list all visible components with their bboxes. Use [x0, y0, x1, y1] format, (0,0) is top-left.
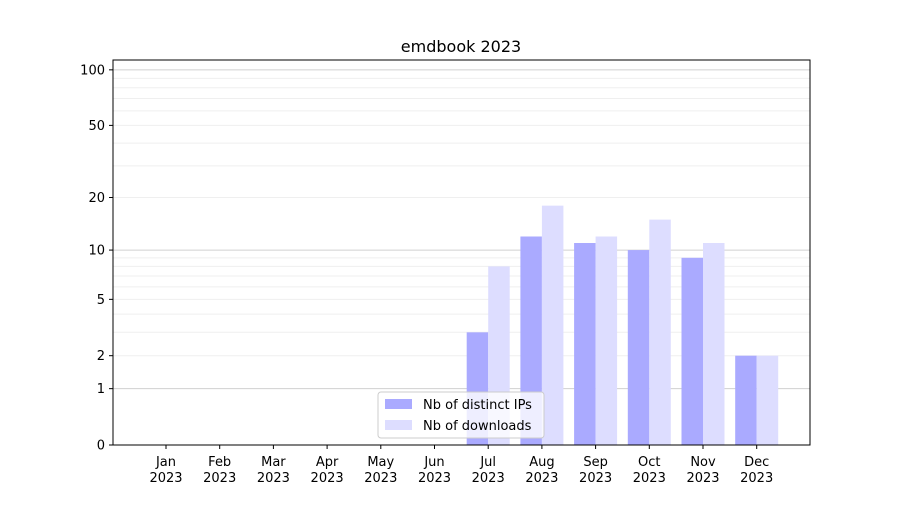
chart-title: emdbook 2023	[401, 37, 521, 56]
x-tick-label: May 2023	[364, 455, 397, 486]
bar-downloads	[703, 243, 725, 445]
x-tick-label: Apr 2023	[311, 455, 344, 486]
legend-label: Nb of distinct IPs	[423, 398, 532, 413]
bar-distinct-ips	[735, 355, 757, 445]
x-tick-label: Jan 2023	[149, 455, 182, 486]
y-tick-label: 50	[88, 119, 105, 134]
x-tick-label: Sep 2023	[579, 455, 612, 486]
y-tick-label: 0	[97, 439, 105, 454]
bar-downloads	[541, 205, 564, 445]
y-tick-label: 100	[80, 63, 105, 78]
bar-downloads	[595, 236, 618, 445]
plot-frame	[112, 59, 811, 446]
x-tick-label: Feb 2023	[203, 455, 236, 486]
bar-distinct-ips	[681, 257, 703, 445]
x-tick-label: Aug 2023	[525, 455, 558, 486]
y-tick-label: 2	[97, 349, 105, 364]
legend-swatch	[385, 420, 412, 430]
bar-downloads	[756, 355, 779, 445]
x-tick-label: Nov 2023	[686, 455, 719, 486]
x-tick-label: Jul 2023	[472, 455, 505, 486]
x-tick-label: Dec 2023	[740, 455, 773, 486]
y-tick-label: 1	[97, 382, 105, 397]
legend-label: Nb of downloads	[423, 419, 532, 434]
x-tick-label: Oct 2023	[633, 455, 666, 486]
y-tick-label: 20	[88, 191, 105, 206]
legend-box	[377, 391, 545, 439]
legend-swatch	[385, 399, 412, 409]
bar-distinct-ips	[627, 250, 650, 445]
bar-distinct-ips	[574, 243, 596, 445]
y-tick-label: 10	[88, 244, 105, 259]
y-tick-label: 5	[97, 293, 105, 308]
x-tick-label: Jun 2023	[418, 455, 451, 486]
bar-downloads	[649, 219, 671, 445]
x-tick-label: Mar 2023	[257, 455, 290, 486]
